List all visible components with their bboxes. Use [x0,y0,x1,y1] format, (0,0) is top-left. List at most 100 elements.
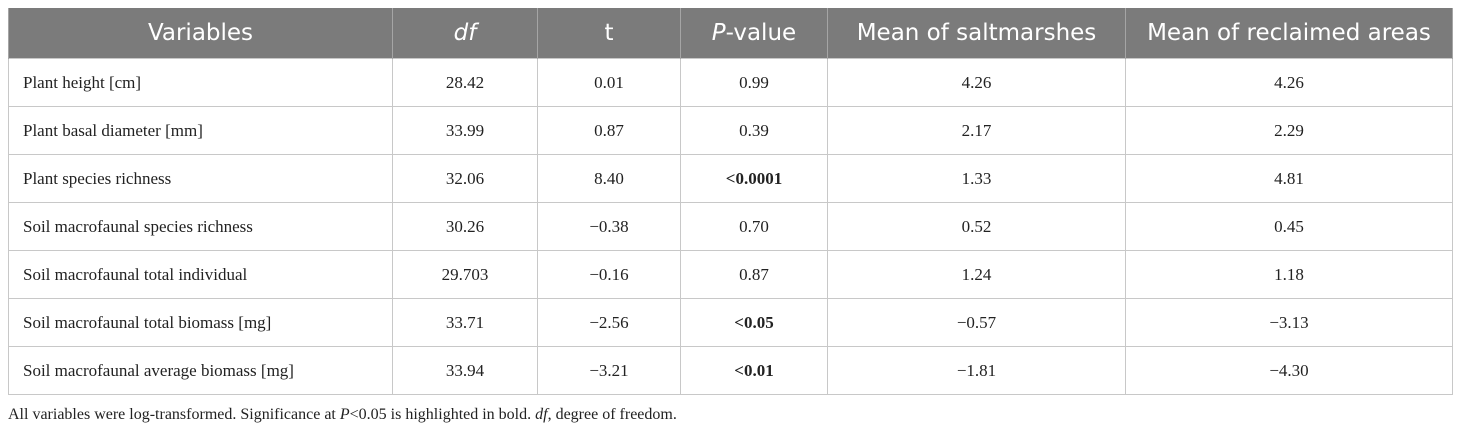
text: Variables [147,20,254,46]
text: 30.26 [445,216,485,236]
text: 0.99 [739,72,769,92]
text: -value [725,20,797,46]
table-body: Plant height [cm] 28.42 0.01 0.99 4.26 4.26 Pl… [8,58,1453,395]
text: Soil macrofaunal average biomass [mg] [23,360,294,380]
text: df [453,20,477,46]
table-cell: 29.703 [392,250,538,299]
table-cell: 8.40 [537,154,681,203]
text: 4.26 [961,72,992,92]
text: 0.01 [594,72,624,92]
text: t [604,20,614,46]
table-cell: −0.38 [537,202,681,251]
text: −1.81 [956,360,997,380]
text: Plant basal diameter [mm] [23,120,203,140]
text: 33.94 [445,360,485,380]
table-cell: Plant species richness [8,154,393,203]
table-cell: 2.29 [1125,106,1453,155]
text: 1.18 [1274,264,1304,284]
text: 0.87 [739,264,769,284]
table-cell: 30.26 [392,202,538,251]
table-cell: Plant height [cm] [8,58,393,107]
results-table: Variables df t P-value Mean of saltmarshes Me… [8,8,1453,395]
text: 28.42 [445,72,485,92]
text: P [339,406,350,423]
table-row: Soil macrofaunal species richness 30.26 −0… [8,202,1453,251]
table-cell: −1.81 [827,346,1126,395]
table-cell: 32.06 [392,154,538,203]
text: df [535,406,548,423]
text: Soil macrofaunal total biomass [mg] [23,312,272,332]
text: −0.16 [589,264,629,284]
text: Mean of saltmarshes [856,20,1097,46]
text: 8.40 [594,168,624,188]
table-cell: <0.05 [680,298,828,347]
text: P [711,20,726,46]
text: Soil macrofaunal total individual [23,264,248,284]
text: 0.39 [739,120,769,140]
header-cell: df [392,8,538,59]
table-cell: 0.45 [1125,202,1453,251]
table-cell: 33.71 [392,298,538,347]
text: 2.17 [961,120,992,140]
table-cell: 33.94 [392,346,538,395]
table-cell: 0.87 [680,250,828,299]
text: −3.21 [589,360,629,380]
text: , degree of freedom. [547,406,677,423]
table-cell: 0.70 [680,202,828,251]
table-cell: 0.87 [537,106,681,155]
table-cell: 0.52 [827,202,1126,251]
table-cell: 1.33 [827,154,1126,203]
table-row: Soil macrofaunal total biomass [mg] 33.71… [8,298,1453,347]
header-cell: t [537,8,681,59]
text: 32.06 [445,168,485,188]
text: Soil macrofaunal species richness [23,216,253,236]
text: −2.56 [589,312,629,332]
table-header: Variables df t P-value Mean of saltmarshes Me… [8,8,1453,59]
table-cell: 4.26 [1125,58,1453,107]
header-row: Variables df t P-value Mean of saltmarshes Me… [8,8,1453,59]
text: −0.38 [589,216,629,236]
text: Plant height [cm] [23,72,142,92]
table-cell: <0.0001 [680,154,828,203]
table-row: Plant species richness 32.06 8.40 <0.0001 1.… [8,154,1453,203]
text: −0.57 [956,312,997,332]
table-cell: Soil macrofaunal total biomass [mg] [8,298,393,347]
text: <0.01 [734,360,774,380]
header-cell: Mean of saltmarshes [827,8,1126,59]
text: 4.81 [1274,168,1304,188]
footnote: All variables were log-transformed. Sign… [8,406,677,424]
table-cell: −0.57 [827,298,1126,347]
table-cell: 1.18 [1125,250,1453,299]
table-cell: −3.21 [537,346,681,395]
table-cell: 1.24 [827,250,1126,299]
table-row: Plant basal diameter [mm] 33.99 0.87 0.39 2.… [8,106,1453,155]
header-cell: P-value [680,8,828,59]
text: 0.87 [594,120,624,140]
table-cell: 33.99 [392,106,538,155]
text: 4.26 [1274,72,1304,92]
table-cell: 2.17 [827,106,1126,155]
text: −3.13 [1269,312,1309,332]
table-cell: 0.39 [680,106,828,155]
text: 0.52 [961,216,992,236]
text: 33.71 [445,312,485,332]
header-cell: Variables [8,8,393,59]
text: 29.703 [441,264,489,284]
text: Mean of reclaimed areas [1147,20,1431,46]
text: 1.33 [961,168,992,188]
text: 2.29 [1274,120,1304,140]
text: <0.05 [734,312,774,332]
table-row: Soil macrofaunal total individual 29.703 −… [8,250,1453,299]
text: Plant species richness [23,168,172,188]
table-cell: Plant basal diameter [mm] [8,106,393,155]
header-cell: Mean of reclaimed areas [1125,8,1453,59]
text: 33.99 [445,120,485,140]
table-cell: 4.26 [827,58,1126,107]
table-cell: 0.01 [537,58,681,107]
table-cell: 28.42 [392,58,538,107]
table-cell: −4.30 [1125,346,1453,395]
table-row: Soil macrofaunal average biomass [mg] 33.… [8,346,1453,395]
text: <0.0001 [725,168,783,188]
table-cell: −0.16 [537,250,681,299]
